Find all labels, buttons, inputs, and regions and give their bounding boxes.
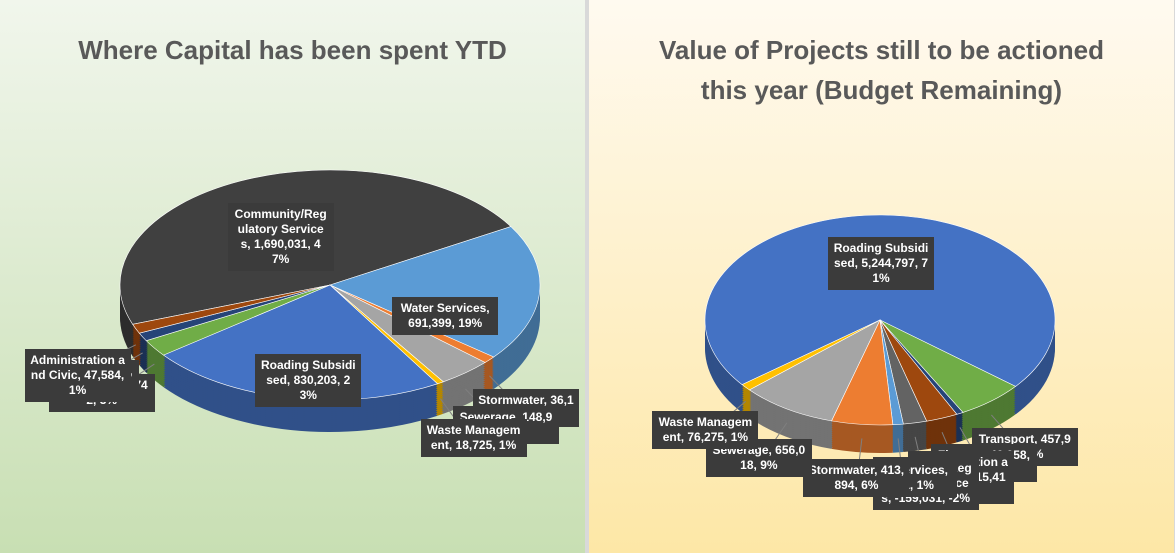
data-label: Roading Subsidised, 830,203, 23%	[255, 354, 362, 408]
data-label: Community/Regulatory Services, 1,690,031…	[227, 202, 334, 271]
chart-title: Where Capital has been spent YTD	[78, 35, 507, 65]
chart-title: Value of Projects still to be actioned t…	[659, 35, 1104, 105]
pie-slice	[704, 214, 1056, 387]
data-label: Sewerage, 656,018, 9%	[705, 438, 812, 477]
data-label: Administration and Civic, 47,584, 1%	[24, 348, 131, 402]
data-label: Stormwater, 413,894, 6%	[803, 458, 910, 497]
data-label: Roading Subsidised, 5,244,797, 71%	[828, 237, 935, 291]
data-label: Waste Management, 76,275, 1%	[652, 410, 759, 449]
data-label: Water Services, 691,399, 19%	[392, 296, 499, 335]
pie-slice	[132, 284, 331, 334]
pie-slice	[741, 319, 881, 391]
data-label: Waste Management, 18,725, 1%	[420, 419, 527, 458]
pie-slice	[748, 319, 881, 422]
